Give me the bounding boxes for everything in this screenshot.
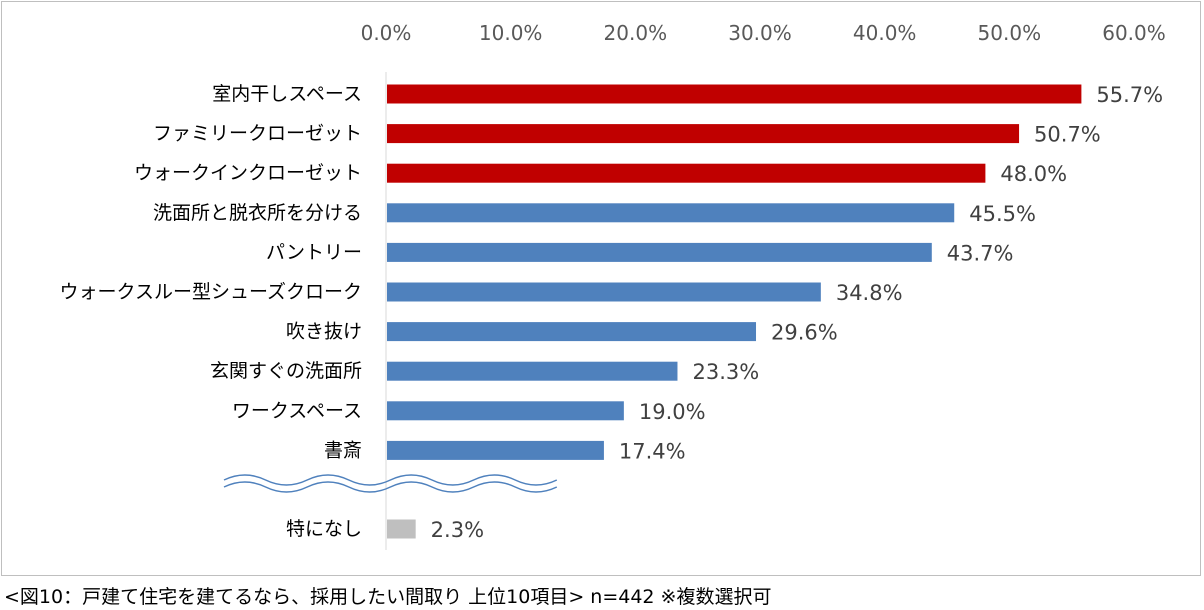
bar — [387, 282, 821, 302]
category-label: 書斎 — [324, 439, 362, 461]
data-label: 19.0% — [639, 400, 706, 424]
data-label: 2.3% — [431, 518, 484, 542]
data-label: 17.4% — [619, 439, 686, 463]
x-tick-label: 40.0% — [853, 21, 917, 45]
bar-chart: 0.0% 10.0% 20.0% 30.0% 40.0% 50.0% 60.0% 室内干しスペ… — [60, 21, 1166, 550]
bar — [387, 163, 986, 183]
bar — [387, 84, 1082, 104]
data-label: 29.6% — [771, 321, 838, 345]
bar — [387, 440, 604, 460]
bar — [387, 519, 416, 539]
data-label: 45.5% — [969, 202, 1036, 226]
bar — [387, 242, 932, 262]
x-tick-label: 10.0% — [479, 21, 543, 45]
data-label: 43.7% — [947, 241, 1014, 265]
figure-caption: <図10：戸建て住宅を建てるなら、採用したい間取り 上位10項目> n=442 … — [4, 586, 772, 608]
axis-break-wave — [223, 474, 558, 486]
chart-frame: 0.0% 10.0% 20.0% 30.0% 40.0% 50.0% 60.0% 室内干しスペ… — [1, 1, 1201, 576]
data-label: 48.0% — [1000, 162, 1067, 186]
category-label: 特になし — [286, 518, 362, 540]
x-tick-label: 60.0% — [1102, 21, 1166, 45]
bar — [387, 203, 955, 223]
axis-break-wave — [223, 481, 558, 493]
data-label: 23.3% — [692, 360, 759, 384]
category-label: パントリー — [266, 241, 362, 263]
category-label: ファミリークローゼット — [153, 123, 362, 145]
category-label: 洗面所と脱衣所を分ける — [153, 202, 362, 224]
data-label: 55.7% — [1096, 83, 1163, 107]
category-label: ワークスペース — [232, 400, 362, 422]
bar — [387, 401, 624, 421]
category-label: 吹き抜け — [286, 321, 362, 343]
x-tick-label: 30.0% — [728, 21, 792, 45]
data-label: 34.8% — [836, 281, 903, 305]
category-label: 玄関すぐの洗面所 — [210, 360, 362, 382]
bar — [387, 124, 1020, 144]
data-label: 50.7% — [1034, 123, 1101, 147]
x-tick-label: 0.0% — [361, 21, 412, 45]
category-label: 室内干しスペース — [212, 83, 362, 105]
bar — [387, 322, 757, 342]
category-label: ウォークスルー型シューズクローク — [60, 281, 362, 303]
x-tick-label: 50.0% — [978, 21, 1042, 45]
category-label: ウォークインクローゼット — [134, 162, 362, 184]
x-tick-label: 20.0% — [604, 21, 668, 45]
bar — [387, 361, 678, 381]
